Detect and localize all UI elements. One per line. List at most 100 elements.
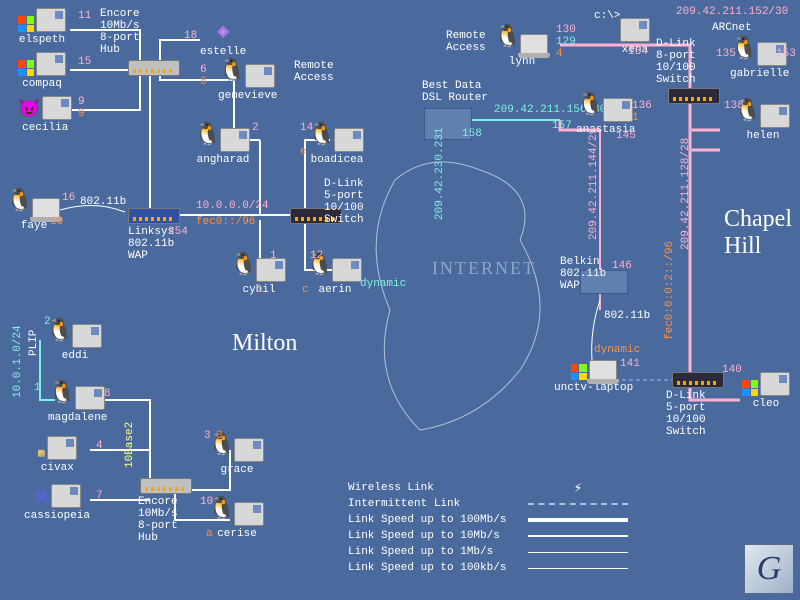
wifi-1: 802.11b (80, 196, 126, 208)
hub-icon (668, 88, 720, 104)
port-e: e (300, 146, 307, 158)
port-138: 138 (724, 100, 744, 112)
pc-icon (334, 128, 364, 152)
hub-encore-top (128, 60, 180, 76)
tux-icon (733, 40, 755, 66)
label-boadicea: boadicea (311, 154, 364, 166)
encore-bot-label: Encore 10Mb/s 8-port Hub (138, 496, 178, 544)
ip-209-144: 209.42.211.144/29 (588, 128, 600, 240)
port-146: 146 (612, 260, 632, 272)
node-aerin: aerin (308, 256, 362, 296)
tux-icon (579, 96, 601, 122)
hub-encore-bot (140, 478, 192, 494)
corner-logo: G (744, 544, 794, 594)
port-129: 129 (556, 36, 576, 48)
pc-icon (234, 502, 264, 526)
node-grace: grace (210, 436, 264, 476)
label-aerin: aerin (318, 284, 351, 296)
pc-icon (42, 96, 72, 120)
pc-icon (75, 386, 105, 410)
legend-100m: Link Speed up to 100Mb/s (348, 514, 528, 526)
windows-icon (742, 380, 758, 396)
port-136: 136 (632, 100, 652, 112)
label-eddi: eddi (62, 350, 88, 362)
pc-icon (332, 258, 362, 282)
port-16: 16 (62, 192, 75, 204)
pc-icon (36, 52, 66, 76)
pc-icon (47, 436, 77, 460)
laptop-icon (589, 360, 617, 380)
port-2a: 2 (252, 122, 259, 134)
port-254: 254 (168, 226, 188, 238)
pc-icon (234, 438, 264, 462)
legend-1m: Link Speed up to 1Mb/s (348, 546, 528, 558)
remote-access-1: Remote Access (294, 60, 334, 84)
node-eddi: eddi (48, 322, 102, 362)
pc-icon (760, 372, 790, 396)
pc-icon (620, 18, 650, 42)
port-157: 157 (552, 120, 572, 132)
legend-wireless: Wireless Link (348, 482, 528, 494)
port-8: 8 (104, 388, 111, 400)
port-1d: 1 (632, 112, 639, 124)
hub-dlink5b (672, 372, 724, 388)
ip-209-230: 209.42.230.231 (434, 128, 446, 220)
port-18: 18 (184, 30, 197, 42)
tux-icon (51, 384, 73, 410)
tux-icon (210, 500, 232, 526)
c-prompt: c:\> (594, 10, 620, 22)
hub-icon (140, 478, 192, 494)
port-154: 154 (628, 46, 648, 58)
port-14: 14 (300, 122, 313, 134)
port-145: 145 (616, 130, 636, 142)
label-cleo: cleo (753, 398, 779, 410)
plip: PLIP (28, 330, 40, 356)
label-helen: helen (746, 130, 779, 142)
port-1c: 1 (34, 382, 41, 394)
label-cecilia: cecilia (22, 122, 68, 134)
port-9b: 9 (78, 108, 85, 120)
node-elspeth: elspeth (18, 8, 66, 46)
node-boadicea: boadicea (310, 126, 364, 166)
pc-icon (220, 128, 250, 152)
port-11: 11 (78, 10, 91, 22)
label-cassiopeia: cassiopeia (24, 510, 90, 522)
port-4b: 4 (556, 48, 563, 60)
tux-icon (496, 28, 518, 54)
ip-209-128: 209.42.211.128/28 (680, 138, 692, 250)
pc-icon (245, 64, 275, 88)
windows-icon (18, 16, 34, 32)
dlink5b-label: D-Link 5-port 10/100 Switch (666, 390, 706, 438)
label-cerise: cerise (217, 528, 257, 540)
port-140: 140 (722, 364, 742, 376)
port-6a: 6 (200, 64, 207, 76)
port-141: 141 (620, 358, 640, 370)
base2: 10Base2 (124, 422, 136, 468)
dlink5-label: D-Link 5-port 10/100 Switch (324, 178, 364, 226)
windows-icon (571, 364, 587, 380)
region-milton: Milton (232, 330, 297, 357)
label-genevieve: genevieve (218, 90, 277, 102)
ip-fec0: fec0::/96 (196, 216, 255, 228)
node-angharad: angharad (196, 126, 250, 166)
ip-209-152: 209.42.211.152/30 (676, 6, 788, 18)
legend-10m: Link Speed up to 10Mb/s (348, 530, 528, 542)
arcnet: ARCnet (712, 22, 752, 34)
tux-icon (48, 322, 70, 348)
port-1a: 1 (270, 250, 277, 262)
port-2b: 2 (44, 316, 51, 328)
tux-icon (310, 126, 332, 152)
hub-icon (128, 208, 180, 224)
port-15: 15 (78, 56, 91, 68)
port-135: 135 (716, 48, 736, 60)
node-cassiopeia: Ⓜ cassiopeia (24, 484, 90, 522)
node-compaq: compaq (18, 52, 66, 90)
port-1b: 1 (256, 284, 263, 296)
port-9a: 9 (78, 96, 85, 108)
tux-icon (196, 126, 218, 152)
belkin-label: Belkin 802.11b WAP (560, 256, 606, 292)
legend: Wireless Link⚡ Intermittent Link Link Sp… (348, 480, 628, 576)
label-magdalene: magdalene (48, 412, 107, 424)
label-compaq: compaq (22, 78, 62, 90)
node-helen: helen (736, 102, 790, 142)
